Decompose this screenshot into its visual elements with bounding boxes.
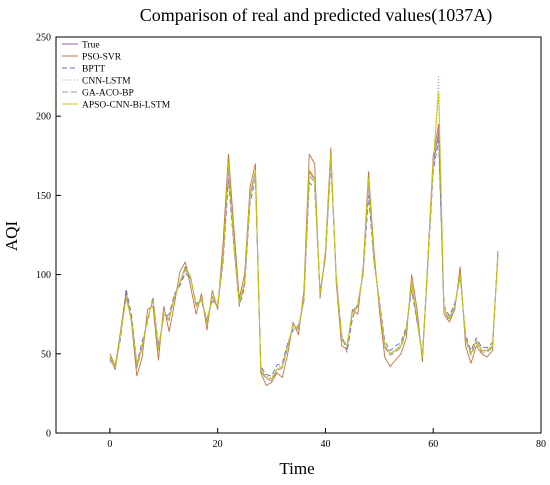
x-tick-label: 80 <box>536 439 546 450</box>
y-tick-label: 50 <box>41 349 51 360</box>
x-tick-label: 60 <box>428 439 438 450</box>
y-tick-label: 100 <box>36 270 51 281</box>
y-tick-label: 0 <box>46 429 51 440</box>
legend-entry-label: CNN-LSTM <box>82 77 131 87</box>
legend: True PSO-SVR BPTT CNN-LSTM GA-ACO-BP APSO-CNN… <box>62 41 171 111</box>
legend-entry-label: BPTT <box>82 65 105 75</box>
legend-entry-label: APSO-CNN-Bi-LSTM <box>82 101 171 111</box>
plot-area <box>55 36 542 434</box>
axis-ticks: 0 50 100 150 200 250 0 20 40 60 80 <box>36 33 546 451</box>
y-tick-label: 250 <box>36 33 51 44</box>
x-axis-label: Time <box>279 459 314 478</box>
series-line-ga-aco-bp <box>109 134 499 382</box>
legend-entry-label: GA-ACO-BP <box>82 89 134 99</box>
y-tick-label: 200 <box>36 112 51 123</box>
x-tick-label: 20 <box>213 439 223 450</box>
series-layer <box>109 76 499 386</box>
x-tick-label: 0 <box>107 439 112 450</box>
y-axis-label: AQI <box>2 221 21 252</box>
series-line-apso-cnn-bi-lstm <box>109 91 499 380</box>
x-tick-label: 40 <box>320 439 330 450</box>
chart-title: Comparison of real and predicted values(… <box>140 5 492 26</box>
legend-entry-label: True <box>82 41 100 51</box>
legend-entry-label: PSO-SVR <box>82 53 122 63</box>
y-tick-label: 150 <box>36 191 51 202</box>
